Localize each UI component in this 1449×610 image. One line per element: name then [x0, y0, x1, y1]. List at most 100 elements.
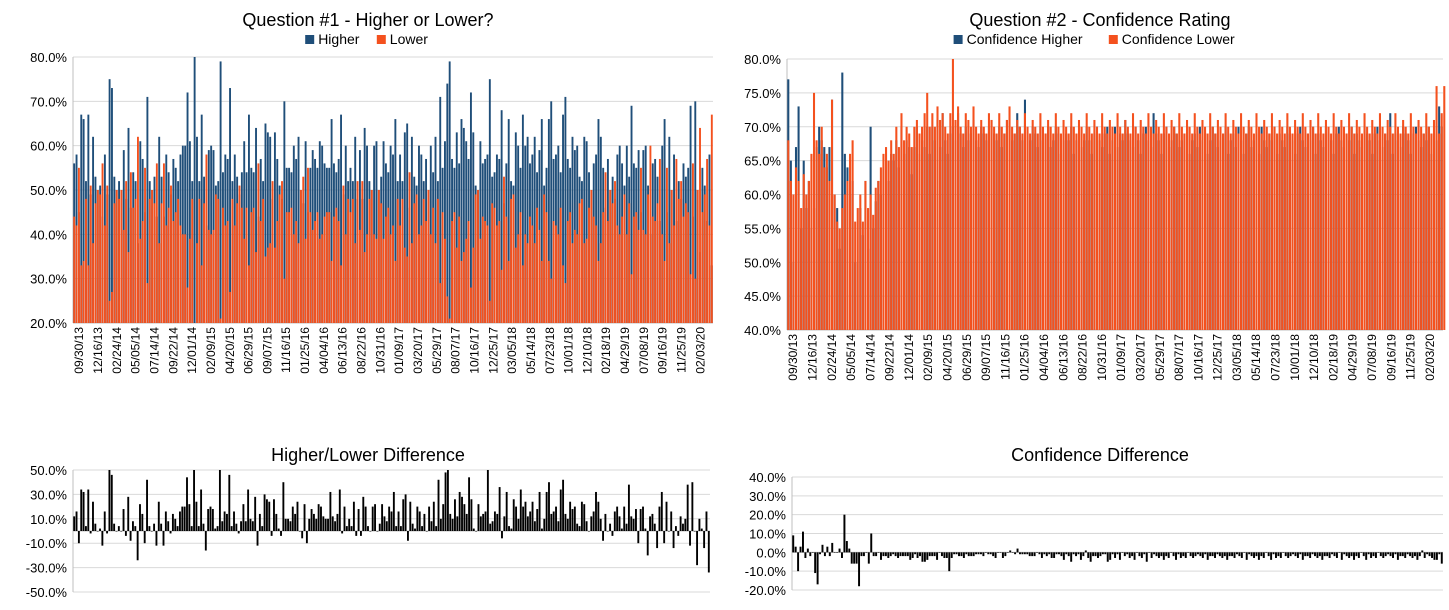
bar-confidence-lower: [1394, 113, 1397, 330]
bar-difference: [439, 518, 442, 531]
bar-confidence-lower: [1286, 113, 1289, 330]
bar-lower: [472, 247, 475, 323]
bar-difference: [1099, 552, 1102, 557]
legend-label: Confidence Higher: [967, 31, 1083, 47]
bar-difference: [526, 516, 529, 531]
bar-confidence-lower: [982, 126, 985, 330]
bar-difference: [972, 552, 975, 557]
bar-lower: [141, 221, 144, 323]
bar-confidence-lower: [897, 147, 900, 330]
bar-difference: [310, 509, 313, 531]
bar-lower: [458, 216, 461, 323]
bar-lower: [137, 136, 139, 323]
bar-higher: [472, 132, 475, 323]
bar-lower: [316, 212, 319, 323]
bar-difference: [479, 516, 482, 531]
chart-title: Question #1 - Higher or Lower?: [242, 10, 493, 30]
bar-difference: [374, 504, 376, 531]
bar-confidence-lower: [1350, 126, 1353, 330]
bar-lower: [427, 190, 430, 323]
x-tick-label: 03/20/17: [1133, 334, 1147, 381]
bar-difference: [280, 531, 282, 536]
bar-difference: [693, 531, 696, 532]
bar-difference: [1418, 552, 1421, 557]
bars: [73, 57, 713, 324]
bar-confidence-lower: [1309, 119, 1312, 330]
bar-higher: [273, 132, 276, 323]
bar-confidence-lower: [1149, 126, 1153, 330]
x-tick-label: 06/29/15: [242, 327, 256, 374]
bar-confidence-lower: [949, 113, 952, 330]
bar-difference: [1284, 552, 1287, 557]
bar-confidence-lower: [1358, 126, 1361, 330]
bar-difference: [797, 552, 800, 572]
bar-difference: [877, 552, 880, 553]
bar-lower: [87, 265, 90, 323]
bar-lower: [623, 194, 626, 323]
bar-difference: [679, 516, 682, 531]
bar-confidence-lower: [1276, 133, 1279, 330]
bar-confidence-lower: [969, 126, 972, 330]
x-tick-label: 09/30/13: [72, 327, 86, 374]
bar-difference: [816, 552, 819, 585]
y-tick-label: 10.0%: [749, 527, 786, 542]
bar-difference: [468, 477, 471, 531]
bar-difference: [141, 513, 144, 531]
bar-lower: [153, 203, 156, 323]
bar-confidence-lower: [1330, 133, 1333, 330]
bar-difference: [106, 531, 109, 534]
bar-confidence-lower: [1247, 119, 1250, 330]
bar-difference: [202, 523, 205, 531]
bar-difference: [987, 552, 990, 555]
bar-lower: [191, 198, 194, 323]
bar-difference: [1065, 552, 1068, 555]
bar-difference: [1428, 552, 1431, 557]
bar-lower: [380, 203, 383, 323]
bar-difference: [928, 552, 931, 557]
bar-confidence-lower: [1443, 86, 1446, 330]
bar-confidence-lower: [1304, 126, 1307, 330]
bar-lower: [172, 221, 175, 323]
bar-lower: [644, 234, 647, 323]
bar-difference: [364, 506, 367, 531]
bar-difference: [1028, 552, 1031, 557]
bar-lower: [630, 274, 633, 323]
bar-difference: [1070, 552, 1073, 562]
bar-confidence-lower: [1417, 119, 1420, 330]
bar-difference: [884, 552, 887, 557]
bar-difference: [1133, 552, 1136, 560]
bar-difference: [1411, 552, 1414, 558]
bar-confidence-lower: [1137, 133, 1140, 330]
bar-difference: [1262, 552, 1265, 558]
bar-confidence-lower: [1170, 119, 1173, 330]
bar-confidence-lower: [838, 228, 841, 331]
bar-confidence-lower: [908, 133, 911, 330]
bar-difference: [1016, 548, 1019, 553]
legend-swatch: [1108, 35, 1118, 44]
bar-difference: [860, 552, 863, 557]
bar-difference: [931, 552, 934, 557]
bar-confidence-lower: [1090, 133, 1093, 330]
bar-difference: [1350, 552, 1353, 557]
bar-difference: [369, 531, 372, 532]
bar-difference: [804, 552, 807, 558]
bar-difference: [802, 531, 804, 553]
bar-lower: [668, 243, 671, 323]
bar-difference: [277, 528, 280, 531]
legend: Confidence Higher Confidence Lower: [953, 31, 1235, 47]
bar-confidence-lower: [923, 113, 926, 330]
bar-difference: [997, 552, 999, 553]
bar-confidence-lower: [1065, 126, 1068, 330]
bar-lower: [99, 194, 102, 323]
bar-difference: [1377, 552, 1380, 553]
bar-lower: [387, 207, 390, 323]
bar-difference: [620, 528, 623, 531]
bar-confidence-lower: [1000, 126, 1003, 330]
bar-difference: [99, 528, 101, 531]
bar-confidence-lower: [928, 126, 931, 330]
bar-difference: [376, 531, 379, 532]
bar-confidence-lower: [1283, 133, 1286, 330]
bar-lower: [691, 163, 694, 323]
bar-confidence-lower: [841, 208, 844, 330]
bar-difference: [1345, 552, 1348, 557]
